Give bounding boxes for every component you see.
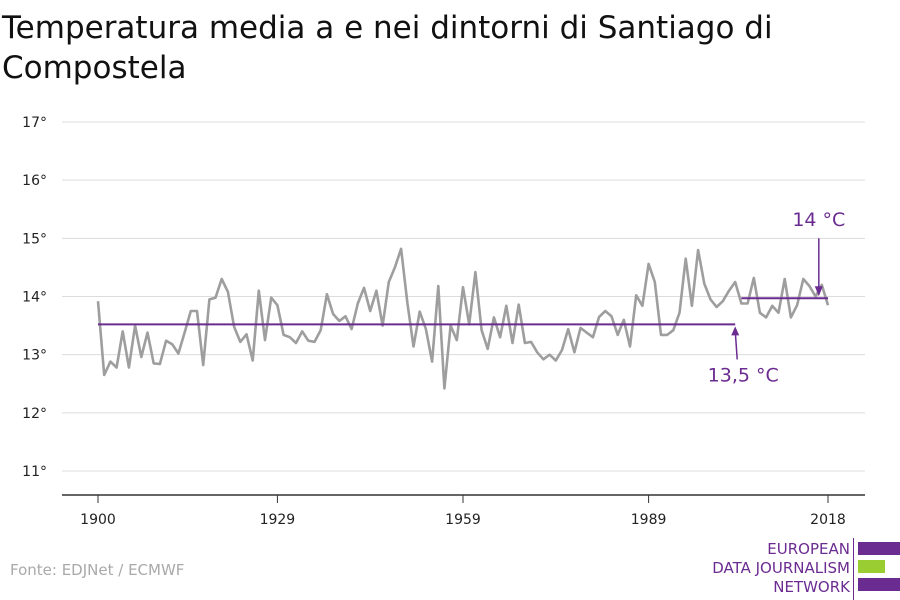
- edjnet-logo: EUROPEAN DATA JOURNALISM NETWORK: [700, 538, 900, 600]
- y-tick-label: 12°: [22, 406, 47, 422]
- x-tick-label: 1989: [631, 512, 667, 528]
- source-note: Fonte: EDJNet / ECMWF: [10, 561, 185, 579]
- x-axis: 1900 1929 1959 1989 2018: [62, 494, 865, 528]
- logo-line-1: EUROPEAN: [767, 540, 850, 558]
- chart-series: [96, 247, 830, 390]
- gridlines: [62, 121, 865, 472]
- logo-line-2: DATA JOURNALISM: [712, 559, 850, 577]
- y-tick-label: 11°: [22, 464, 47, 480]
- chart-title: Temperatura media a e nei dintorni di Sa…: [2, 10, 773, 86]
- logo-bar-3: [858, 578, 900, 591]
- logo-bar-2: [858, 560, 885, 573]
- annotation-label-14: 14 °C: [792, 209, 845, 231]
- logo-divider: [853, 538, 854, 600]
- x-tick-label: 2018: [810, 512, 846, 528]
- arrowhead: [814, 286, 823, 297]
- arrowhead: [731, 326, 740, 336]
- y-axis-ticks: 11° 12° 13° 14° 15° 16° 17°: [22, 115, 47, 480]
- x-tick-label: 1929: [260, 512, 296, 528]
- annotation-label-13-5: 13,5 °C: [708, 364, 779, 386]
- y-tick-label: 16°: [22, 173, 47, 189]
- logo-bar-1: [858, 542, 900, 555]
- y-tick-label: 14°: [22, 290, 47, 306]
- y-tick-label: 13°: [22, 348, 47, 364]
- temperature-series-line: [96, 247, 830, 390]
- x-tick-label: 1959: [445, 512, 481, 528]
- y-tick-label: 15°: [22, 231, 47, 247]
- y-tick-label: 17°: [22, 115, 47, 131]
- x-tick-label: 1900: [80, 512, 116, 528]
- logo-line-3: NETWORK: [773, 578, 850, 596]
- chart-annotations: 13,5 °C 14 °C: [708, 209, 846, 386]
